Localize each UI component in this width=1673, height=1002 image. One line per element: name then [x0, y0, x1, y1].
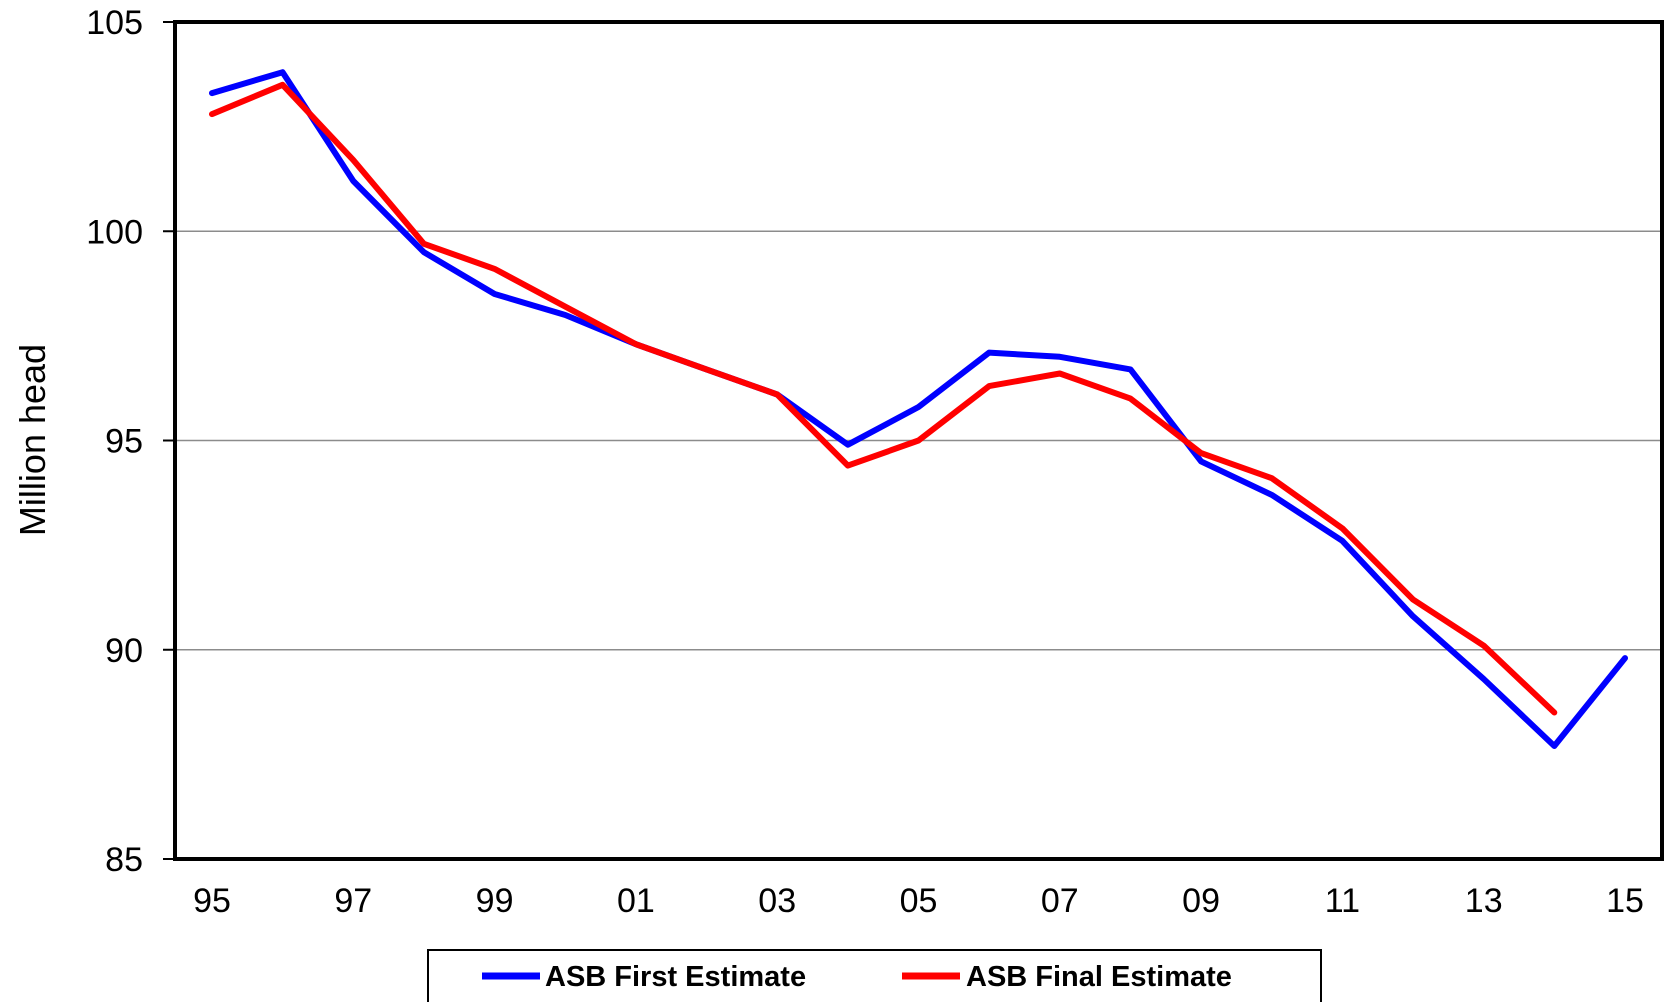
x-axis-ticks: 95 97 99 01 03 05 07 09 11 13 15	[193, 882, 1644, 920]
x-tick-label: 11	[1325, 882, 1360, 920]
x-tick-label: 15	[1606, 882, 1644, 920]
x-tick-label: 07	[1041, 882, 1079, 920]
x-tick-label: 97	[334, 882, 372, 920]
x-tick-label: 99	[476, 882, 514, 920]
y-tick-label: 90	[105, 632, 143, 670]
legend-label-first-estimate: ASB First Estimate	[545, 961, 806, 993]
y-tick-label: 95	[105, 423, 143, 461]
x-tick-label: 05	[900, 882, 938, 920]
legend-box	[427, 949, 1322, 1002]
x-tick-label: 01	[617, 882, 655, 920]
legend-label-final-estimate: ASB Final Estimate	[966, 961, 1232, 993]
x-tick-label: 03	[758, 882, 796, 920]
x-tick-label: 13	[1465, 882, 1503, 920]
y-tick-label: 105	[86, 4, 143, 42]
x-tick-label: 95	[193, 882, 231, 920]
series-line-final-estimate	[209, 81, 1558, 716]
x-tick-label: 09	[1182, 882, 1220, 920]
series-line-first-estimate	[209, 69, 1628, 749]
y-axis-title: Million head	[12, 344, 53, 536]
y-axis-ticks: 85 90 95 100 105	[86, 4, 175, 879]
series-lines	[209, 69, 1628, 749]
legend: ASB First Estimate ASB Final Estimate	[427, 949, 1322, 1002]
y-tick-label: 85	[105, 841, 143, 879]
y-tick-label: 100	[86, 213, 143, 251]
